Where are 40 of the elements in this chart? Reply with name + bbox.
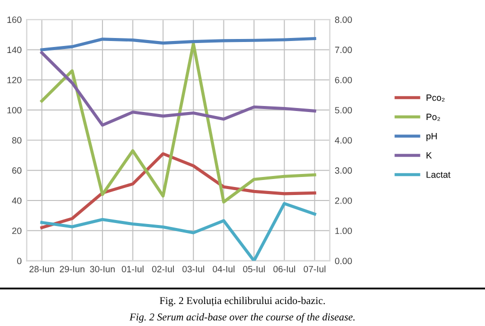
line-series bbox=[40, 37, 316, 52]
y2-tick-label: 6.00 bbox=[335, 76, 352, 84]
legend-label: K bbox=[426, 152, 432, 159]
y-tick-label: 60 bbox=[12, 167, 22, 174]
y-tick-label: 40 bbox=[12, 197, 22, 204]
x-tick-label: 01-Iul bbox=[122, 266, 144, 272]
line-series bbox=[40, 51, 316, 127]
y2-tick-label: 2.00 bbox=[335, 197, 352, 204]
caption: Fig. 2 Serum acid-base over the course of the disease. bbox=[129, 313, 355, 323]
y-tick-label: 100 bbox=[7, 106, 22, 114]
x-tick-label: 29-Iun bbox=[60, 266, 84, 272]
y-tick-label: 160 bbox=[7, 16, 22, 23]
x-tick-label: 28-Iun bbox=[29, 266, 54, 272]
x-tick-label: 07-Iul bbox=[304, 266, 326, 272]
y2-tick-label: 4.00 bbox=[334, 137, 352, 144]
line-series bbox=[40, 152, 316, 230]
y2-tick-label: 0.00 bbox=[335, 258, 352, 264]
legend-label: Pco₂ bbox=[426, 94, 445, 102]
legend-label: Po₂ bbox=[426, 114, 440, 121]
y-tick-label: 140 bbox=[7, 46, 22, 54]
y2-tick-label: 7.00 bbox=[335, 46, 352, 54]
y-tick-label: 80 bbox=[12, 137, 22, 144]
x-tick-label: 05-Iul bbox=[243, 266, 265, 272]
y-tick-label: 0 bbox=[17, 258, 22, 264]
y2-tick-label: 1.00 bbox=[335, 228, 352, 234]
x-tick-label: 03-Iul bbox=[182, 266, 204, 272]
y-tick-label: 120 bbox=[7, 76, 22, 84]
x-tick-label: 06-Iul bbox=[273, 266, 296, 272]
y2-tick-label: 5.00 bbox=[335, 106, 352, 114]
y2-tick-label: 8.00 bbox=[335, 16, 352, 23]
x-tick-label: 04-Iul bbox=[212, 266, 234, 272]
y2-tick-label: 3.00 bbox=[335, 167, 352, 174]
x-tick-label: 30-Iun bbox=[90, 266, 115, 272]
line-series bbox=[40, 42, 316, 204]
line-series bbox=[40, 202, 316, 261]
legend-label: Lactat bbox=[426, 172, 450, 178]
x-tick-label: 02-Iul bbox=[152, 266, 174, 272]
caption: Fig. 2 Evoluția echilibrului acido-bazic. bbox=[160, 296, 325, 306]
legend-label: pH bbox=[426, 133, 437, 142]
y-tick-label: 20 bbox=[12, 228, 22, 234]
